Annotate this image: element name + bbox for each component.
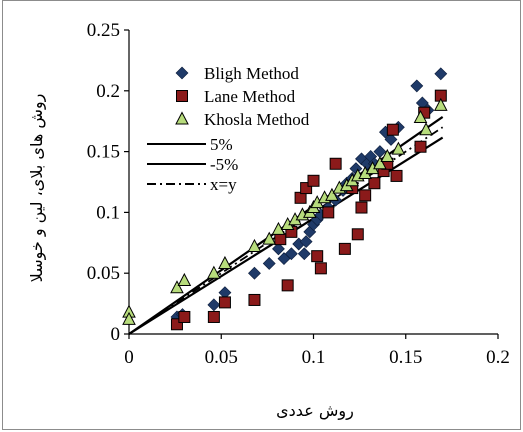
- legend: Bligh Method Lane Method Khosla Method 5%-5…: [147, 64, 310, 194]
- data-point-lane: [338, 242, 351, 255]
- y-axis-title: روش های بلای، لین و خوسلا: [27, 94, 47, 283]
- data-point-lane: [176, 90, 188, 102]
- data-point-lane: [207, 310, 220, 323]
- data-point-lane: [248, 293, 261, 306]
- data-point-khosla: [175, 111, 189, 125]
- data-point-lane: [386, 123, 399, 136]
- x-tick-label: 0: [124, 347, 134, 368]
- data-point-bligh: [299, 235, 313, 249]
- reference-line: [128, 126, 444, 335]
- data-point-lane: [218, 296, 231, 309]
- data-point-lane: [314, 262, 327, 275]
- axes: [124, 29, 499, 339]
- data-point-lane: [414, 140, 427, 153]
- data-point-lane: [307, 174, 320, 187]
- data-point-bligh: [248, 266, 261, 280]
- data-point-khosla: [433, 97, 448, 111]
- data-points: [122, 67, 448, 331]
- data-point-khosla: [262, 231, 277, 245]
- data-point-bligh: [272, 242, 285, 256]
- legend-label: 5%: [210, 135, 233, 154]
- data-point-khosla: [207, 265, 221, 279]
- data-point-lane: [322, 206, 335, 219]
- data-point-bligh: [262, 257, 276, 270]
- data-point-bligh: [297, 247, 311, 261]
- x-axis-title: روش عددی: [276, 401, 354, 421]
- data-point-bligh: [284, 247, 298, 261]
- data-point-khosla: [380, 148, 395, 162]
- legend-label: Bligh Method: [204, 64, 299, 83]
- y-tick-label: 0.25: [87, 20, 120, 41]
- data-point-khosla: [413, 109, 428, 124]
- data-point-bligh: [434, 67, 448, 81]
- x-tick-label: 0.1: [302, 347, 326, 368]
- x-tick-label: 0.05: [205, 347, 238, 368]
- data-point-bligh: [410, 79, 424, 93]
- y-tick-label: 0.1: [96, 202, 120, 223]
- data-point-lane: [390, 169, 403, 182]
- data-point-lane: [281, 279, 294, 292]
- data-point-khosla: [247, 238, 262, 252]
- legend-label: Khosla Method: [204, 110, 310, 129]
- data-point-lane: [274, 233, 287, 246]
- data-point-khosla: [218, 255, 232, 269]
- legend-label: Lane Method: [204, 87, 296, 106]
- data-point-khosla: [391, 141, 406, 155]
- data-point-khosla: [122, 311, 136, 325]
- data-point-khosla: [177, 272, 192, 286]
- data-point-khosla: [373, 156, 387, 170]
- data-point-lane: [178, 310, 191, 323]
- data-point-bligh: [207, 298, 221, 312]
- x-tick-label: 0.15: [389, 347, 422, 368]
- data-point-khosla: [271, 221, 286, 235]
- data-point-bligh: [384, 133, 398, 146]
- legend-label: -5%: [210, 155, 238, 174]
- data-point-lane: [329, 157, 342, 170]
- tick-labels: 0 0.05 0.1 0.15 0.2 0.25 0 0.05 0.1 0.15 0.2: [87, 20, 510, 368]
- y-tick-label: 0.15: [87, 142, 120, 163]
- data-point-khosla: [325, 187, 339, 201]
- data-point-lane: [368, 177, 381, 190]
- data-point-khosla: [170, 280, 184, 294]
- data-point-lane: [311, 250, 324, 263]
- y-tick-label: 0.2: [96, 81, 120, 102]
- data-point-lane: [300, 182, 313, 195]
- legend-label: x=y: [210, 175, 237, 194]
- data-point-lane: [355, 201, 368, 214]
- data-point-lane: [359, 189, 372, 202]
- data-point-bligh: [175, 66, 189, 80]
- data-point-lane: [351, 228, 364, 241]
- x-tick-label: 0.2: [486, 347, 510, 368]
- data-point-lane: [170, 318, 183, 331]
- data-point-khosla: [419, 122, 433, 136]
- y-tick-label: 0: [111, 324, 121, 345]
- y-tick-label: 0.05: [87, 263, 120, 284]
